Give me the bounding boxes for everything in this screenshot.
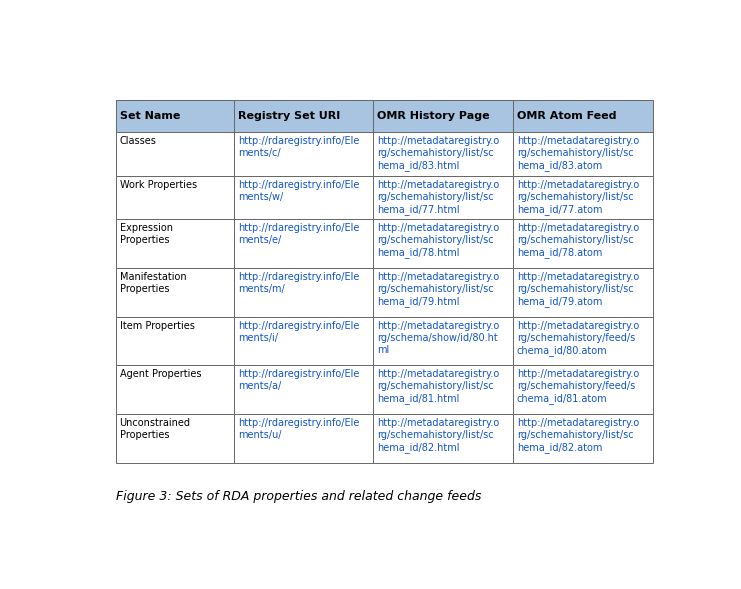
Bar: [116, 317, 233, 365]
Bar: [233, 100, 373, 133]
Bar: [513, 176, 653, 219]
Bar: [373, 317, 513, 365]
Bar: [513, 268, 653, 317]
Text: http://metadataregistry.o
rg/schemahistory/list/sc
hema_id/77.atom: http://metadataregistry.o rg/schemahisto…: [517, 180, 639, 214]
Text: http://rdaregistry.info/Ele
ments/i/: http://rdaregistry.info/Ele ments/i/: [238, 320, 359, 343]
Text: http://metadataregistry.o
rg/schemahistory/list/sc
hema_id/81.html: http://metadataregistry.o rg/schemahisto…: [377, 369, 499, 405]
Text: Agent Properties: Agent Properties: [119, 369, 201, 379]
Text: http://rdaregistry.info/Ele
ments/w/: http://rdaregistry.info/Ele ments/w/: [238, 180, 359, 202]
Text: Work Properties: Work Properties: [119, 180, 197, 190]
Text: http://metadataregistry.o
rg/schemahistory/list/sc
hema_id/77.html: http://metadataregistry.o rg/schemahisto…: [377, 180, 499, 214]
Text: http://rdaregistry.info/Ele
ments/e/: http://rdaregistry.info/Ele ments/e/: [238, 223, 359, 245]
Text: http://metadataregistry.o
rg/schemahistory/list/sc
hema_id/82.html: http://metadataregistry.o rg/schemahisto…: [377, 418, 499, 453]
Bar: [116, 100, 233, 133]
Text: Classes: Classes: [119, 137, 156, 147]
Text: http://rdaregistry.info/Ele
ments/m/: http://rdaregistry.info/Ele ments/m/: [238, 272, 359, 294]
Text: http://metadataregistry.o
rg/schemahistory/feed/s
chema_id/81.atom: http://metadataregistry.o rg/schemahisto…: [517, 369, 639, 405]
Bar: [373, 100, 513, 133]
Text: OMR History Page: OMR History Page: [377, 111, 490, 121]
Text: Registry Set URI: Registry Set URI: [238, 111, 340, 121]
Text: http://metadataregistry.o
rg/schemahistory/list/sc
hema_id/78.html: http://metadataregistry.o rg/schemahisto…: [377, 223, 499, 258]
Bar: [233, 317, 373, 365]
Text: OMR Atom Feed: OMR Atom Feed: [517, 111, 617, 121]
Bar: [116, 219, 233, 268]
Text: http://metadataregistry.o
rg/schemahistory/list/sc
hema_id/82.atom: http://metadataregistry.o rg/schemahisto…: [517, 418, 639, 453]
Text: http://metadataregistry.o
rg/schemahistory/list/sc
hema_id/79.atom: http://metadataregistry.o rg/schemahisto…: [517, 272, 639, 307]
Bar: [233, 365, 373, 414]
Bar: [233, 133, 373, 176]
Bar: [373, 365, 513, 414]
Bar: [373, 268, 513, 317]
Text: Set Name: Set Name: [119, 111, 180, 121]
Bar: [373, 219, 513, 268]
Text: Expression
Properties: Expression Properties: [119, 223, 173, 245]
Text: Item Properties: Item Properties: [119, 320, 194, 330]
Bar: [373, 176, 513, 219]
Text: http://metadataregistry.o
rg/schemahistory/list/sc
hema_id/79.html: http://metadataregistry.o rg/schemahisto…: [377, 272, 499, 307]
Bar: [373, 414, 513, 463]
Bar: [116, 414, 233, 463]
Bar: [373, 133, 513, 176]
Bar: [513, 133, 653, 176]
Bar: [116, 268, 233, 317]
Text: http://rdaregistry.info/Ele
ments/u/: http://rdaregistry.info/Ele ments/u/: [238, 418, 359, 440]
Bar: [233, 219, 373, 268]
Text: Manifestation
Properties: Manifestation Properties: [119, 272, 186, 294]
Text: Figure 3: Sets of RDA properties and related change feeds: Figure 3: Sets of RDA properties and rel…: [116, 490, 481, 503]
Text: http://metadataregistry.o
rg/schema/show/id/80.ht
ml: http://metadataregistry.o rg/schema/show…: [377, 320, 499, 355]
Bar: [233, 414, 373, 463]
Text: http://rdaregistry.info/Ele
ments/c/: http://rdaregistry.info/Ele ments/c/: [238, 137, 359, 158]
Text: http://metadataregistry.o
rg/schemahistory/list/sc
hema_id/83.html: http://metadataregistry.o rg/schemahisto…: [377, 137, 499, 171]
Text: http://metadataregistry.o
rg/schemahistory/feed/s
chema_id/80.atom: http://metadataregistry.o rg/schemahisto…: [517, 320, 639, 356]
Text: http://rdaregistry.info/Ele
ments/a/: http://rdaregistry.info/Ele ments/a/: [238, 369, 359, 392]
Bar: [513, 414, 653, 463]
Bar: [116, 176, 233, 219]
Bar: [513, 219, 653, 268]
Text: http://metadataregistry.o
rg/schemahistory/list/sc
hema_id/83.atom: http://metadataregistry.o rg/schemahisto…: [517, 137, 639, 171]
Bar: [116, 133, 233, 176]
Bar: [513, 317, 653, 365]
Bar: [116, 365, 233, 414]
Bar: [233, 176, 373, 219]
Bar: [513, 100, 653, 133]
Bar: [233, 268, 373, 317]
Bar: [513, 365, 653, 414]
Text: http://metadataregistry.o
rg/schemahistory/list/sc
hema_id/78.atom: http://metadataregistry.o rg/schemahisto…: [517, 223, 639, 258]
Text: Unconstrained
Properties: Unconstrained Properties: [119, 418, 190, 440]
